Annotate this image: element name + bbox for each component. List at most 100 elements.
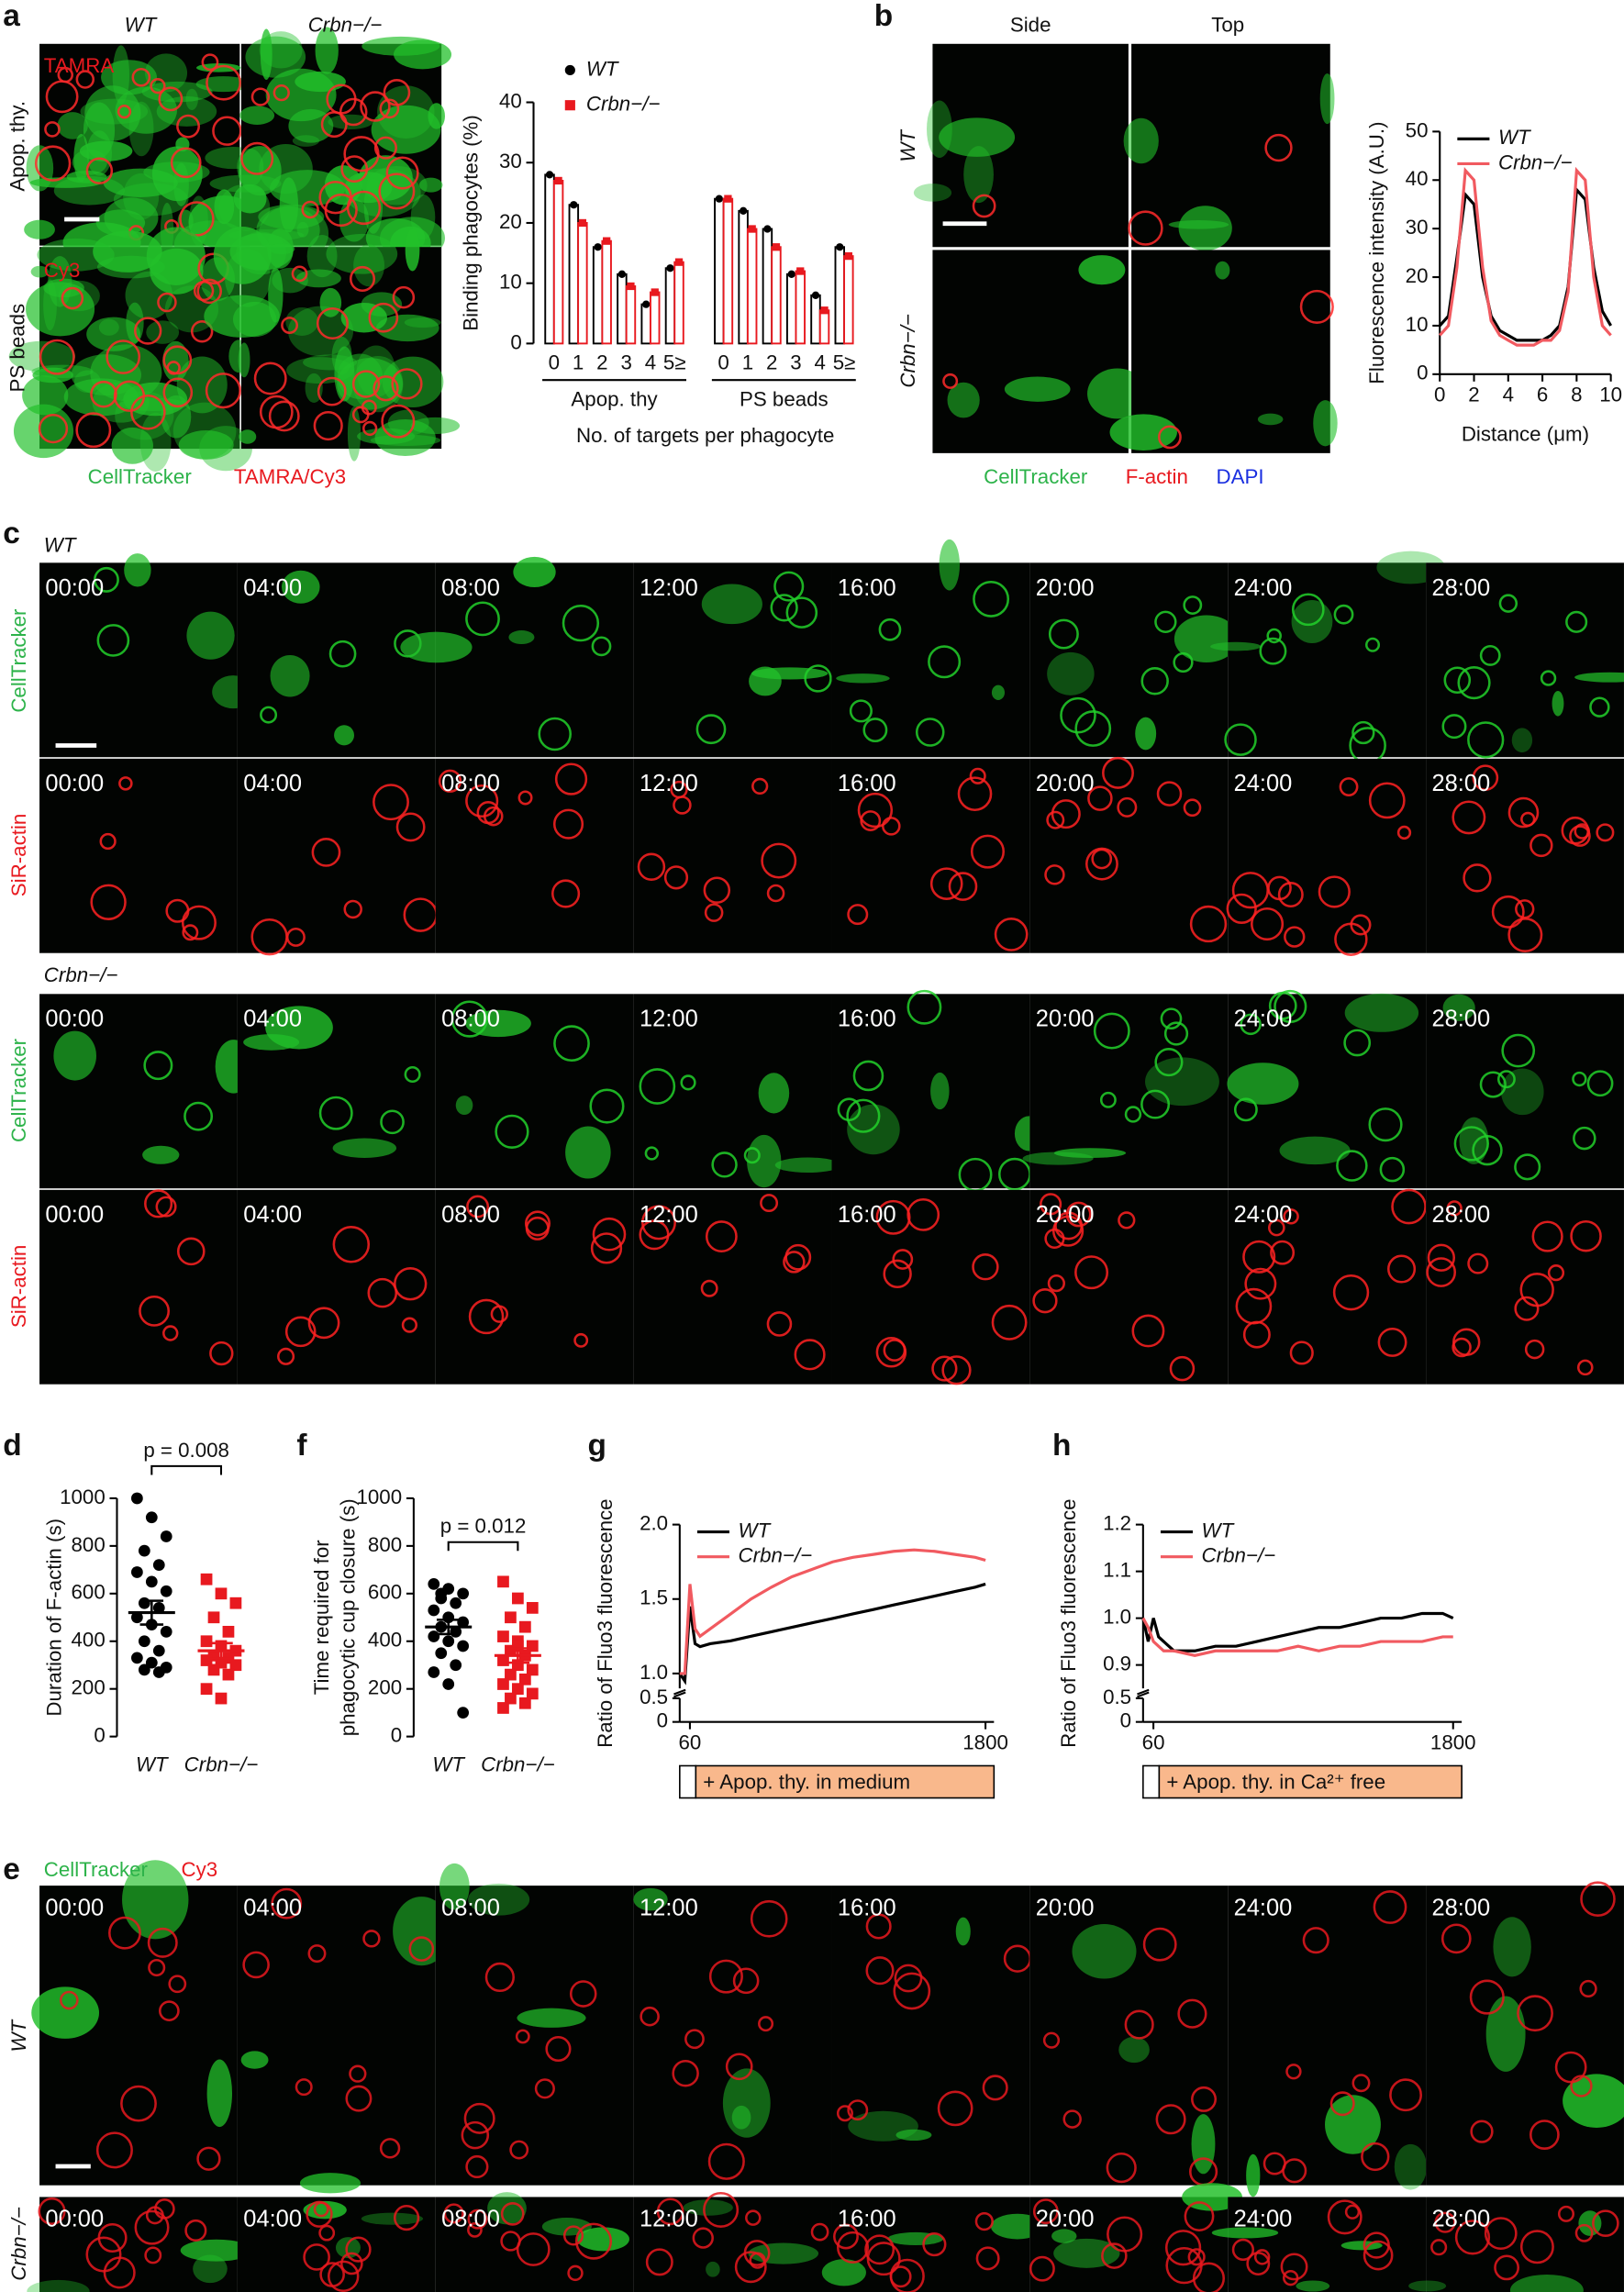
x-tick-label: 2 (766, 351, 777, 374)
image-bg (1228, 1189, 1427, 1385)
target (524, 1210, 551, 1237)
cell (146, 320, 180, 344)
target (1430, 2239, 1448, 2256)
row-label: PS beads (6, 304, 29, 393)
data-point (131, 1566, 143, 1578)
target (1318, 875, 1351, 908)
target (743, 1147, 761, 1164)
target (394, 1267, 428, 1301)
target (1285, 2064, 1302, 2080)
x-tick-label: 1800 (962, 1730, 1008, 1753)
target (1154, 1048, 1184, 1077)
target (1515, 899, 1535, 919)
x-tick-label: 8 (1571, 384, 1582, 406)
target (1501, 1033, 1536, 1068)
legend-label: Crbn−/− (1202, 1544, 1276, 1567)
cell (1004, 376, 1071, 402)
target (240, 141, 274, 175)
cell (1072, 1924, 1137, 1979)
cell (821, 2259, 866, 2286)
x-tick-label: WT (136, 1752, 169, 1775)
y-tick-label: 40 (499, 89, 522, 112)
cell (1215, 261, 1230, 280)
x-tick-label: 4 (1503, 384, 1514, 406)
cell (356, 345, 396, 397)
time-label: 24:00 (1234, 2207, 1293, 2232)
time-label: 20:00 (1036, 1007, 1095, 1032)
time-label: 04:00 (243, 2207, 302, 2232)
target (684, 2029, 705, 2050)
y-tick-label: 30 (1406, 216, 1429, 239)
target (99, 832, 117, 851)
series-line (679, 1548, 986, 1675)
data-point (642, 300, 651, 308)
target (1299, 289, 1334, 324)
data-point (131, 1492, 143, 1505)
micrograph (237, 1886, 450, 2194)
cell (31, 1986, 100, 2039)
target (849, 699, 873, 723)
micrograph (237, 758, 439, 956)
cell (32, 367, 73, 384)
cell (123, 172, 160, 220)
group-label: PS beads (740, 387, 829, 410)
target (1379, 1156, 1406, 1183)
target (318, 2224, 336, 2242)
target (1547, 1264, 1565, 1282)
stimulus-box (1142, 1764, 1161, 1799)
target (340, 2252, 363, 2275)
target (143, 1051, 173, 1081)
cell (146, 227, 206, 285)
target (1427, 1243, 1455, 1272)
target (1226, 893, 1257, 924)
target (552, 808, 584, 840)
target (1453, 1126, 1489, 1162)
stimulus-box (1158, 1764, 1463, 1799)
target (285, 927, 306, 947)
target (349, 265, 376, 293)
cell (774, 1157, 841, 1174)
target (1517, 1995, 1553, 2032)
target (785, 596, 818, 629)
cell (103, 168, 178, 197)
micrograph (400, 556, 634, 758)
cell (340, 303, 387, 333)
target (181, 905, 217, 940)
target (865, 1956, 895, 1986)
target (639, 1219, 670, 1251)
micrograph (1227, 989, 1427, 1189)
data-point (131, 1611, 143, 1624)
target (1191, 2086, 1218, 2112)
target (745, 2209, 762, 2226)
cell (268, 243, 295, 255)
target (158, 86, 184, 112)
target (553, 1025, 590, 1063)
target (1163, 1021, 1189, 1046)
target (466, 1195, 490, 1218)
target (1183, 798, 1202, 818)
x-axis-label: No. of targets per phagocyte (576, 424, 834, 447)
time-label: 04:00 (243, 771, 302, 796)
micrograph (1228, 1886, 1428, 2197)
cell (122, 1860, 189, 1940)
cell (963, 146, 994, 204)
micrograph (27, 2197, 252, 2292)
target (176, 1237, 206, 1266)
time-label: 08:00 (441, 1895, 500, 1920)
micrograph (633, 758, 832, 953)
target (1363, 2231, 1390, 2259)
target (196, 2146, 221, 2171)
time-label: 28:00 (1431, 2207, 1490, 2232)
target (346, 190, 382, 226)
target (148, 1958, 166, 1977)
data-point (442, 1678, 455, 1690)
data-point (145, 1656, 158, 1669)
y-axis-label: Ratio of Fluo3 fluorescence (594, 1498, 617, 1747)
bar (714, 197, 725, 345)
target (1343, 1029, 1372, 1057)
target (1391, 1188, 1427, 1225)
cell (455, 1096, 473, 1116)
target (1470, 2120, 1494, 2143)
target (1351, 720, 1375, 745)
target (700, 1279, 718, 1297)
